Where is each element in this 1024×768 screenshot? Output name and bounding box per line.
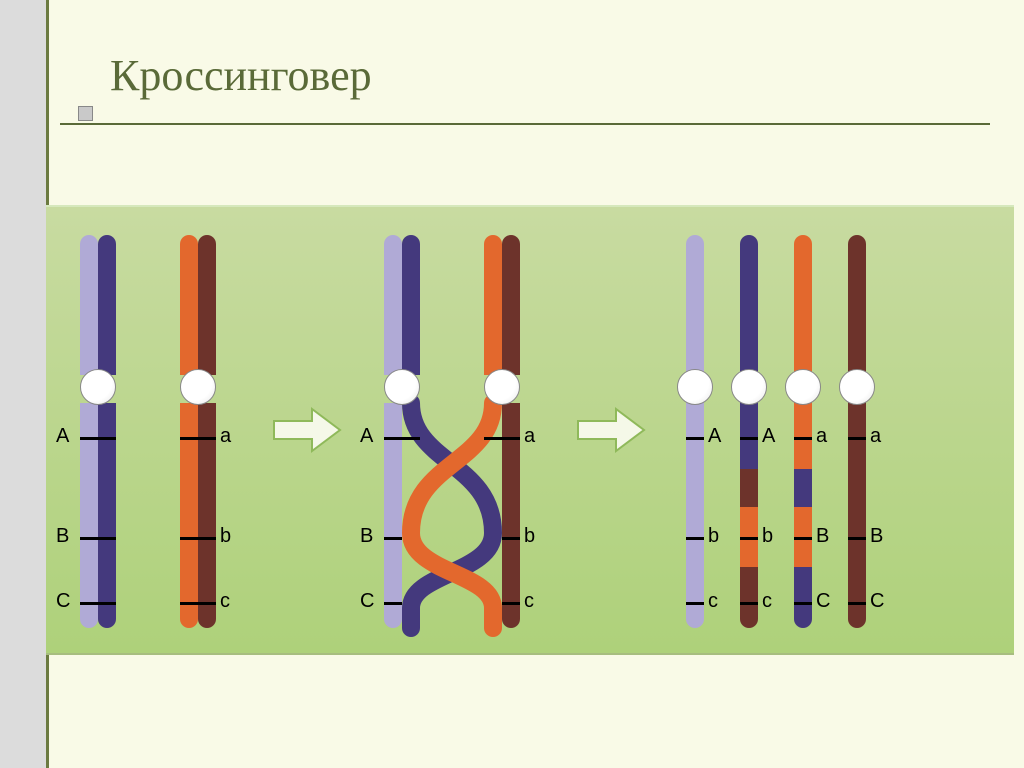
gene-mark <box>502 537 520 540</box>
chromatid-segment <box>794 567 812 628</box>
gene-label: a <box>220 425 231 448</box>
gene-label: c <box>762 590 772 613</box>
gene-label: b <box>524 525 535 548</box>
gene-mark <box>794 437 812 440</box>
gene-mark <box>686 602 704 605</box>
centromere <box>484 369 520 405</box>
gene-label: A <box>56 425 69 448</box>
gene-mark <box>384 602 402 605</box>
chromatid-upper <box>98 235 116 375</box>
gene-label: b <box>220 525 231 548</box>
gene-label: B <box>870 525 883 548</box>
gene-label: a <box>870 425 881 448</box>
gene-label: b <box>762 525 773 548</box>
gene-mark <box>848 437 866 440</box>
gene-mark <box>484 437 502 440</box>
gene-label: A <box>708 425 721 448</box>
gene-mark <box>686 437 704 440</box>
gene-mark <box>740 437 758 440</box>
gene-mark <box>80 602 98 605</box>
gene-mark <box>198 437 216 440</box>
gene-mark <box>686 537 704 540</box>
gene-label: C <box>56 590 70 613</box>
gene-label: B <box>56 525 69 548</box>
gene-label: A <box>360 425 373 448</box>
gene-mark <box>180 437 198 440</box>
title-bullet <box>78 106 93 121</box>
gene-label: C <box>870 590 884 613</box>
gene-mark <box>384 537 402 540</box>
centromere <box>180 369 216 405</box>
centromere <box>785 369 821 405</box>
chromatid-segment <box>740 567 758 628</box>
gene-label: C <box>816 590 830 613</box>
gene-label: a <box>524 425 535 448</box>
chromatid-upper <box>80 235 98 375</box>
gene-mark <box>402 437 420 440</box>
title-underline <box>60 123 990 125</box>
gene-mark <box>794 602 812 605</box>
gene-mark <box>502 602 520 605</box>
chromatid-upper <box>180 235 198 375</box>
centromere <box>384 369 420 405</box>
gene-mark <box>98 437 116 440</box>
gene-mark <box>740 602 758 605</box>
gene-mark <box>794 537 812 540</box>
gene-mark <box>98 602 116 605</box>
slide-sidebar <box>0 0 46 768</box>
gene-label: c <box>220 590 230 613</box>
gene-label: A <box>762 425 775 448</box>
gene-mark <box>180 602 198 605</box>
centromere <box>839 369 875 405</box>
chromatid-segment <box>740 469 758 507</box>
gene-label: C <box>360 590 374 613</box>
gene-label: b <box>708 525 719 548</box>
centromere <box>731 369 767 405</box>
gene-mark <box>848 602 866 605</box>
gene-mark <box>180 537 198 540</box>
chromatid-segment <box>794 235 812 469</box>
chromatid-segment <box>794 469 812 507</box>
gene-mark <box>198 602 216 605</box>
gene-mark <box>198 537 216 540</box>
chromatid-segment <box>686 235 704 628</box>
gene-mark <box>502 437 520 440</box>
gene-mark <box>740 537 758 540</box>
stage-crossing: ABCabc <box>384 207 684 653</box>
chromatid-segment <box>740 235 758 469</box>
slide-title: Кроссинговер <box>110 50 372 101</box>
gene-label: c <box>524 590 534 613</box>
centromere <box>677 369 713 405</box>
gene-mark <box>384 437 402 440</box>
gene-label: a <box>816 425 827 448</box>
gene-mark <box>848 537 866 540</box>
stage-after: Ab c Ab c a B Ca B C <box>686 207 986 653</box>
gene-mark <box>80 437 98 440</box>
crossover-diagram: A B Ca b c A B Ca b c Ab c Ab c a B Ca B C <box>46 205 1014 655</box>
arrow-icon <box>272 407 342 453</box>
gene-mark <box>80 537 98 540</box>
gene-label: B <box>816 525 829 548</box>
gene-label: c <box>708 590 718 613</box>
centromere <box>80 369 116 405</box>
chromatid-upper <box>198 235 216 375</box>
chromatid-segment <box>848 235 866 628</box>
gene-mark <box>98 537 116 540</box>
gene-label: B <box>360 525 373 548</box>
